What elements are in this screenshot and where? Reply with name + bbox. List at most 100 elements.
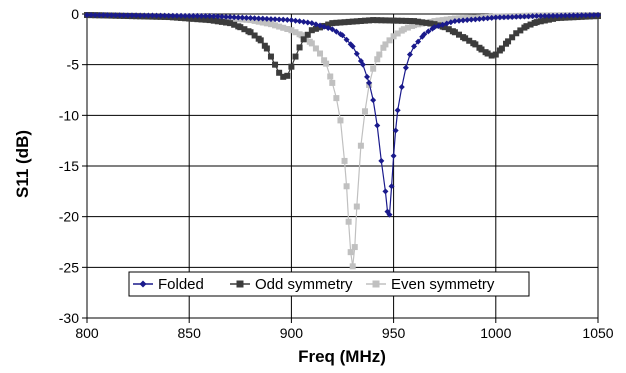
- series-point-odd-symmetry: [537, 18, 544, 25]
- series-point-folded: [153, 12, 160, 19]
- series-point-folded: [263, 15, 270, 22]
- series-folded: [84, 12, 601, 218]
- series-point-odd-symmetry: [366, 17, 373, 24]
- series-point-folded: [394, 107, 401, 114]
- series-point-even-symmetry: [439, 17, 446, 24]
- series-point-folded: [550, 12, 557, 19]
- series-point-even-symmetry: [288, 27, 295, 34]
- series-line-even-symmetry: [86, 14, 599, 267]
- series-point-odd-symmetry: [288, 63, 295, 70]
- series-point-folded: [116, 12, 123, 19]
- series-point-even-symmetry: [347, 249, 354, 256]
- series-point-folded: [202, 12, 209, 19]
- series-point-folded: [488, 14, 495, 21]
- series-point-folded: [359, 61, 366, 68]
- series-point-folded: [541, 12, 548, 19]
- series-point-folded: [398, 83, 405, 90]
- series-point-folded: [374, 122, 381, 129]
- series-point-odd-symmetry: [509, 34, 516, 41]
- series-point-odd-symmetry: [484, 50, 491, 57]
- series-point-odd-symmetry: [308, 27, 315, 34]
- series-point-folded: [222, 13, 229, 20]
- y-tick-label: -20: [59, 209, 79, 225]
- series-point-odd-symmetry: [545, 16, 552, 23]
- series-point-folded: [378, 157, 385, 164]
- legend-label-even-symmetry: Even symmetry: [391, 276, 495, 293]
- series-point-folded: [292, 17, 299, 24]
- series-point-even-symmetry: [298, 32, 305, 39]
- series-point-even-symmetry: [345, 218, 352, 225]
- series-point-folded: [120, 12, 127, 19]
- series-point-even-symmetry: [343, 183, 350, 190]
- series-point-odd-symmetry: [210, 17, 217, 24]
- series-point-folded: [509, 13, 516, 20]
- series-point-odd-symmetry: [523, 23, 530, 30]
- series-point-folded: [472, 16, 479, 23]
- series-point-folded: [272, 16, 279, 23]
- series-point-odd-symmetry: [427, 20, 434, 27]
- series-point-odd-symmetry: [300, 36, 307, 43]
- series-point-folded: [464, 17, 471, 24]
- series-point-folded: [521, 13, 528, 20]
- series-point-folded: [415, 38, 422, 45]
- series-point-even-symmetry: [272, 22, 279, 29]
- series-point-folded: [574, 12, 581, 19]
- series-point-even-symmetry: [259, 19, 266, 26]
- series-point-odd-symmetry: [198, 16, 205, 23]
- x-tick-label: 800: [75, 325, 99, 341]
- series-point-folded: [533, 13, 540, 20]
- series-point-folded: [402, 64, 409, 71]
- series-point-even-symmetry: [280, 24, 287, 31]
- series-point-odd-symmetry: [431, 21, 438, 28]
- series-point-folded: [259, 15, 266, 22]
- series-point-odd-symmetry: [312, 25, 319, 32]
- series-point-folded: [386, 211, 393, 218]
- series-point-folded: [149, 12, 156, 19]
- series-point-folded: [124, 12, 131, 19]
- series-point-folded: [210, 13, 217, 20]
- series-point-odd-symmetry: [374, 17, 381, 24]
- series-point-odd-symmetry: [241, 26, 248, 33]
- series-point-folded: [505, 14, 512, 21]
- series-point-folded: [206, 13, 213, 20]
- legend-box: [128, 271, 530, 297]
- series-point-folded: [218, 13, 225, 20]
- series-point-even-symmetry: [411, 22, 418, 29]
- series-point-even-symmetry: [386, 37, 393, 44]
- series-point-folded: [255, 15, 262, 22]
- series-point-odd-symmetry: [419, 19, 426, 26]
- series-point-odd-symmetry: [267, 53, 274, 60]
- series-point-folded: [476, 15, 483, 22]
- series-point-odd-symmetry: [378, 17, 385, 24]
- y-axis-title: S11 (dB): [13, 130, 32, 198]
- series-point-folded: [288, 17, 295, 24]
- series-point-folded: [157, 12, 164, 19]
- series-point-folded: [480, 15, 487, 22]
- series-point-folded: [84, 12, 90, 19]
- legend-label-odd-symmetry: Odd symmetry: [255, 276, 353, 293]
- series-point-odd-symmetry: [445, 26, 452, 33]
- series-point-odd-symmetry: [456, 31, 463, 38]
- series-point-even-symmetry: [447, 16, 454, 23]
- series-point-folded: [186, 12, 193, 19]
- y-tick-label: -30: [59, 310, 79, 326]
- series-point-even-symmetry: [321, 57, 328, 64]
- series-point-odd-symmetry: [263, 45, 270, 52]
- series-point-folded: [243, 14, 250, 21]
- series-point-odd-symmetry: [423, 19, 430, 26]
- x-tick-label: 1050: [582, 325, 613, 341]
- series-point-folded: [595, 12, 601, 19]
- series-point-folded: [582, 12, 589, 19]
- series-point-folded: [227, 14, 234, 21]
- series-point-even-symmetry: [404, 24, 411, 31]
- series-point-odd-symmetry: [276, 69, 283, 76]
- series-point-even-symmetry: [341, 157, 348, 164]
- series-point-folded: [382, 188, 389, 195]
- series-point-odd-symmetry: [206, 17, 213, 24]
- series-point-odd-symmetry: [478, 46, 485, 53]
- series-point-folded: [304, 19, 311, 26]
- series-point-folded: [590, 12, 597, 19]
- x-tick-label: 850: [178, 325, 202, 341]
- series-point-odd-symmetry: [390, 17, 397, 24]
- series-point-folded: [173, 12, 180, 19]
